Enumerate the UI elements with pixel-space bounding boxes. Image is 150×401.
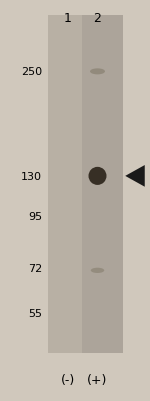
Text: 72: 72 (28, 264, 42, 273)
Ellipse shape (91, 268, 104, 273)
Text: (+): (+) (87, 373, 108, 386)
Polygon shape (125, 166, 145, 187)
Text: 250: 250 (21, 67, 42, 77)
Text: (-): (-) (60, 373, 75, 386)
Ellipse shape (90, 69, 105, 75)
FancyBboxPatch shape (48, 16, 82, 353)
Text: 2: 2 (94, 12, 101, 25)
Ellipse shape (88, 168, 106, 185)
Text: 55: 55 (28, 308, 42, 318)
Text: 130: 130 (21, 172, 42, 181)
Text: 95: 95 (28, 212, 42, 221)
Text: 1: 1 (64, 12, 71, 25)
FancyBboxPatch shape (82, 16, 123, 353)
